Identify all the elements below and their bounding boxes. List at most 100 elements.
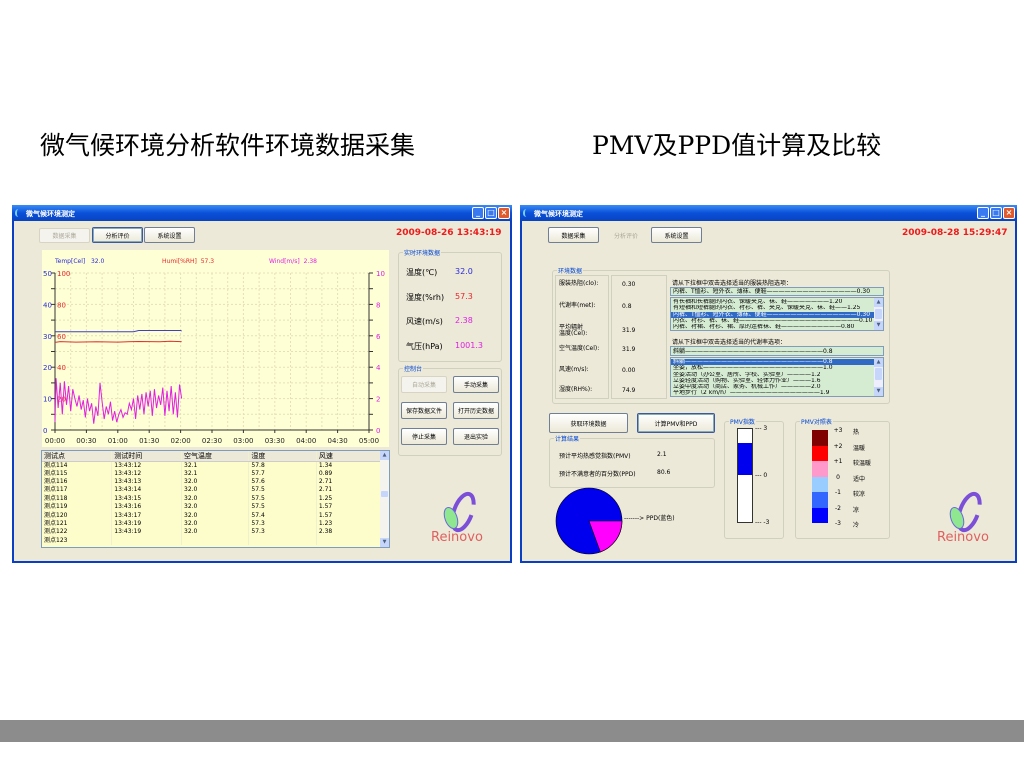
column-header[interactable]: 湿度	[248, 451, 317, 462]
control-group: 控制台	[398, 364, 502, 456]
y-wind-tick-label: 2	[376, 396, 380, 404]
list-option[interactable]: 立姿轻度活动（购物、实验室、轻体力作业）———1.6	[673, 377, 821, 384]
table-cell: 测点114	[42, 461, 113, 470]
scroll-thumb[interactable]	[875, 309, 882, 319]
list-option[interactable]: 坐姿，放松————————————————————1.0	[673, 365, 833, 372]
pmv-level-value: -3	[835, 520, 841, 527]
table-cell: 测点120	[42, 511, 113, 520]
scroll-thumb[interactable]	[381, 491, 388, 497]
table-cell: 57.5	[248, 494, 317, 504]
tab-settings[interactable]: 系统设置	[651, 227, 702, 243]
get-env-data-button[interactable]: 获取环境数据	[549, 413, 628, 433]
scroll-thumb[interactable]	[875, 368, 882, 380]
realtime-data-title: 实时环境数据	[403, 248, 442, 257]
table-scrollbar[interactable]: ▲ ▼	[380, 451, 389, 547]
clothing-combobox[interactable]: 内裤、T恤衫、短外衣、薄袜、便鞋———————————————0.30	[670, 287, 884, 296]
maximize-icon: □	[992, 208, 1000, 217]
scroll-down-icon[interactable]: ▼	[874, 387, 883, 396]
column-header[interactable]: 空气温度	[181, 451, 250, 462]
metabolic-combobox[interactable]: 斜躺———————————————————————0.8	[670, 346, 884, 356]
y-temp-tick-label: 50	[43, 270, 52, 278]
maximize-button[interactable]: □	[485, 207, 497, 219]
y-temp-tick-label: 20	[43, 364, 52, 372]
tab-data-acquisition[interactable]: 数据采集	[548, 227, 599, 243]
minimize-button[interactable]: _	[472, 207, 484, 219]
table-cell	[316, 536, 383, 546]
manual-acquire-button[interactable]: 手动采集	[453, 376, 499, 393]
stop-acquire-button[interactable]: 停止采集	[401, 428, 447, 445]
table-cell: 57.8	[248, 461, 317, 470]
y-wind-tick-label: 6	[376, 333, 381, 341]
tab-analysis[interactable]: 分析评价	[613, 233, 638, 240]
slide-footer-bar	[0, 720, 1024, 742]
pmv-index-fill	[738, 442, 752, 476]
realtime-label: 气压(hPa)	[406, 341, 443, 351]
clothing-listbox[interactable]: 有长袖和长裤腿的内衣、保暖夹克、袜、鞋———————1.20 有短袖和短裤腿的内衣…	[670, 297, 884, 331]
table-row[interactable]: 测点121 13:43:19 32.0 57.3 1.23	[42, 519, 383, 529]
list-option[interactable]: 坐姿活动（办公室、居所、学校、实验室）————1.2	[673, 371, 821, 378]
datetime: 2009-08-26 13:43:19	[396, 228, 502, 238]
results-group: 计算结果	[549, 434, 715, 488]
legend-temp: Temp[Cel] 32.0	[55, 258, 105, 265]
scroll-up-icon[interactable]: ▲	[874, 298, 883, 307]
scroll-up-icon[interactable]: ▲	[380, 451, 389, 460]
table-row[interactable]: 测点115 13:43:12 32.1 57.7 0.89	[42, 469, 383, 478]
table-cell	[181, 536, 250, 546]
metabolic-listbox[interactable]: 斜躺———————————————————————0.8 坐姿，放松———————…	[670, 357, 884, 397]
table-cell: 13:43:13	[111, 477, 182, 487]
list-option[interactable]: 平地步行（2 km/h）———————————————1.9	[673, 390, 830, 397]
calc-pmv-ppd-button[interactable]: 计算PMV和PPD	[637, 413, 715, 433]
metabolic-prompt: 请从下拉框中双击选择适当的代谢率选项：	[672, 339, 787, 346]
save-data-file-button[interactable]: 保存数据文件	[401, 402, 447, 419]
clothing-scrollbar[interactable]: ▲ ▼	[874, 298, 883, 330]
pmv-scale-group: PMV对照表	[795, 417, 890, 539]
table-row[interactable]: 测点118 13:43:15 32.0 57.5 1.25	[42, 494, 383, 504]
list-option[interactable]: 有短袖和短裤腿的内衣、衬衫、裤、夹克、保暖夹克、袜、鞋——1.25	[673, 305, 861, 312]
maximize-button[interactable]: □	[990, 207, 1002, 219]
list-option[interactable]: 内衣、衬衫、裤、袜、鞋————————————————————0.10	[673, 317, 873, 324]
table-row[interactable]: 测点116 13:43:13 32.0 57.6 2.71	[42, 477, 383, 487]
scroll-down-icon[interactable]: ▼	[874, 321, 883, 330]
tab-analysis[interactable]: 分析评价	[92, 227, 143, 243]
column-header[interactable]: 测试点	[42, 451, 113, 462]
table-row[interactable]: 测点117 13:43:14 32.0 57.5 2.71	[42, 486, 383, 495]
table-row[interactable]: 测点119 13:43:16 32.0 57.5 1.57	[42, 503, 383, 512]
exit-experiment-button[interactable]: 退出实验	[453, 428, 499, 445]
table-row[interactable]: 测点122 13:43:19 32.0 57.3 2.38	[42, 528, 383, 537]
scroll-down-icon[interactable]: ▼	[380, 538, 389, 547]
y-hum-tick-label: 40	[57, 364, 66, 372]
data-acquisition-window: 微气候环境测定 _ □ × 数据采集 分析评价 系统设置 2009-08-26 …	[12, 205, 512, 563]
chart-plot: 00:00 00:30 01:00 01:30 02:00 02:30 03:00 03:30…	[43, 270, 385, 445]
minimize-icon: _	[476, 208, 480, 217]
env-data-group: 环境数据	[552, 266, 890, 404]
list-option[interactable]: 斜躺———————————————————————0.8	[671, 359, 874, 366]
data-table: 测试点 测试时间 空气温度 湿度 风速 测点114 13:43:12 32.1 57.8 1.34…	[41, 450, 390, 548]
table-row[interactable]: 测点123	[42, 536, 383, 546]
pmv-level-label: 冷	[853, 522, 860, 529]
scroll-up-icon[interactable]: ▲	[874, 358, 883, 367]
list-option[interactable]: 立姿中度活动（商店、家务、机械工作）—————2.0	[673, 384, 821, 391]
table-cell: 32.0	[181, 494, 250, 504]
pmv-tick-bottom: --- -3	[755, 519, 770, 526]
tab-settings[interactable]: 系统设置	[144, 227, 195, 243]
list-option[interactable]: 内裤、T恤衫、短外衣、薄袜、便鞋———————————————0.30	[671, 311, 874, 318]
tab-data-acquisition[interactable]: 数据采集	[39, 228, 90, 243]
close-button[interactable]: ×	[1003, 207, 1015, 219]
close-button[interactable]: ×	[498, 207, 510, 219]
close-icon: ×	[1005, 208, 1013, 217]
column-header[interactable]: 测试时间	[111, 451, 182, 462]
table-row[interactable]: 测点114 13:43:12 32.1 57.8 1.34	[42, 461, 383, 470]
env-label: 服装热阻(clo):	[559, 280, 599, 287]
control-title: 控制台	[403, 364, 424, 373]
minimize-button[interactable]: _	[977, 207, 989, 219]
open-history-button[interactable]: 打开历史数据	[453, 402, 499, 419]
auto-acquire-button[interactable]: 自动采集	[401, 376, 447, 393]
list-option[interactable]: 有长袖和长裤腿的内衣、保暖夹克、袜、鞋———————1.20	[673, 299, 843, 305]
list-option[interactable]: 内裤、衬裙、衬衫、裙、厚的连裤袜、鞋——————————0.80	[673, 324, 855, 331]
series-line-hum	[54, 340, 182, 343]
column-header[interactable]: 风速	[316, 451, 383, 462]
table-cell: 32.0	[181, 486, 250, 495]
metabolic-scrollbar[interactable]: ▲ ▼	[874, 358, 883, 396]
reinovo-logo: Reinovo	[429, 485, 509, 545]
table-row[interactable]: 测点120 13:43:17 32.0 57.4 1.57	[42, 511, 383, 520]
